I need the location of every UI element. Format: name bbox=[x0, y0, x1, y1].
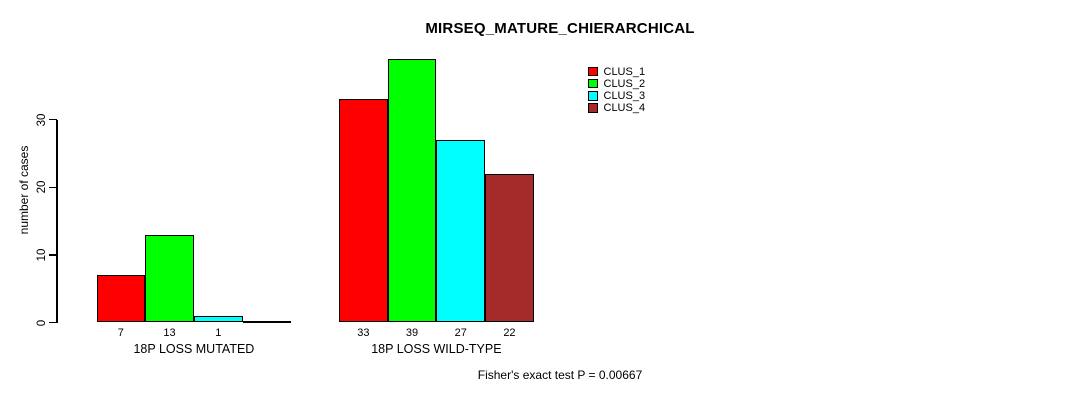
bar-clus_3-group1 bbox=[193, 315, 243, 323]
y-axis-line bbox=[56, 119, 58, 324]
legend-swatch-icon bbox=[588, 66, 598, 77]
legend-label: CLUS_2 bbox=[603, 77, 646, 90]
legend-label: CLUS_3 bbox=[603, 89, 646, 102]
legend-item-clus_2: CLUS_2 bbox=[588, 78, 645, 90]
bar-clus_3-group2 bbox=[436, 139, 486, 323]
legend-label: CLUS_1 bbox=[603, 65, 646, 78]
bar-clus_3-group2-value-label: 27 bbox=[454, 326, 467, 339]
y-tick bbox=[49, 186, 57, 189]
bar-clus_3-group1-value-label: 1 bbox=[215, 326, 222, 339]
y-tick-label: 10 bbox=[36, 248, 48, 262]
bar-clus_1-group2 bbox=[339, 99, 388, 323]
chart-title: MIRSEQ_MATURE_CHIERARCHICAL bbox=[425, 20, 695, 37]
legend-item-clus_1: CLUS_1 bbox=[588, 66, 645, 78]
legend-swatch-icon bbox=[588, 91, 598, 101]
y-tick-label: 20 bbox=[36, 180, 48, 194]
bar-clus_1-group1-value-label: 7 bbox=[117, 326, 124, 339]
category-label-group1: 18P LOSS MUTATED bbox=[133, 341, 255, 356]
annotation-text: Fisher's exact test P = 0.00667 bbox=[477, 368, 643, 382]
legend-swatch-icon bbox=[588, 103, 598, 113]
bar-clus_2-group1-value-label: 13 bbox=[163, 326, 176, 339]
category-label-group2: 18P LOSS WILD-TYPE bbox=[371, 341, 502, 356]
y-tick bbox=[49, 254, 57, 256]
y-tick-label: 30 bbox=[36, 113, 48, 127]
bar-clus_4-group1-zero bbox=[242, 321, 292, 323]
legend-label: CLUS_4 bbox=[603, 102, 646, 115]
legend-item-clus_4: CLUS_4 bbox=[588, 102, 645, 114]
y-tick-label: 0 bbox=[36, 319, 48, 326]
bar-clus_2-group2-value-label: 39 bbox=[405, 326, 419, 339]
bar-clus_4-group2 bbox=[485, 173, 534, 323]
legend-item-clus_3: CLUS_3 bbox=[588, 90, 645, 102]
y-tick bbox=[49, 321, 57, 324]
bar-clus_2-group1 bbox=[145, 234, 194, 323]
bar-clus_1-group1 bbox=[96, 275, 146, 323]
y-tick bbox=[49, 118, 57, 121]
bar-clus_2-group2 bbox=[387, 58, 437, 323]
bar-clus_1-group2-value-label: 33 bbox=[357, 326, 370, 339]
bar-clus_4-group2-value-label: 22 bbox=[503, 326, 516, 339]
legend-swatch-icon bbox=[588, 78, 598, 89]
